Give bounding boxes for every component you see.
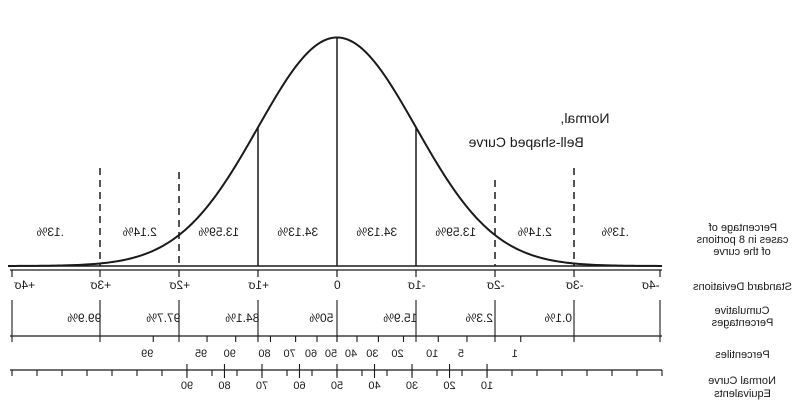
cum-label-0: 99.9% xyxy=(67,311,101,325)
curve-title-line1: Normal, xyxy=(560,110,609,126)
sd-label-3: +1σ xyxy=(247,278,269,292)
pct-label-10: 10 xyxy=(426,348,438,360)
row-label-cumulative-0: Cumulative xyxy=(714,305,769,317)
nce-label-1: 80 xyxy=(218,380,230,392)
sd-label-8: -4σ xyxy=(641,278,660,292)
nce-ticks xyxy=(11,364,663,378)
pct-label-1: 95 xyxy=(195,348,207,360)
portion-pct-6: 2.14% xyxy=(517,225,551,239)
row-label-cumulative-1: Percentages xyxy=(711,317,773,329)
cum-label-5: 2.3% xyxy=(465,311,493,325)
nce-label-7: 20 xyxy=(443,380,455,392)
row-label-std-dev: Standard Deviations xyxy=(692,281,792,293)
sd-label-0: +4σ xyxy=(13,278,35,292)
cum-label-4: 15.9% xyxy=(383,311,417,325)
cum-label-6: 0.1% xyxy=(544,311,572,325)
cumulative-labels: 99.9% 97.7% 84.1% 50% 15.9% 2.3% 0.1% xyxy=(67,311,572,325)
pct-label-11: 5 xyxy=(458,348,464,360)
pct-label-0: 99 xyxy=(141,348,153,360)
nce-label-4: 50 xyxy=(331,380,343,392)
pct-label-5: 60 xyxy=(305,348,317,360)
portion-pct-0: .13% xyxy=(36,225,64,239)
sigma-lines-solid xyxy=(178,37,496,266)
nce-label-3: 60 xyxy=(293,380,305,392)
row-label-portions-1: cases in 8 portions xyxy=(696,234,788,246)
pct-label-7: 40 xyxy=(345,348,357,360)
row-label-portions-0: Percentage of xyxy=(708,222,777,234)
pct-label-6: 50 xyxy=(325,348,337,360)
row-label-nce-1: Equivalents xyxy=(714,388,771,400)
pct-label-9: 20 xyxy=(391,348,403,360)
std-dev-ticks xyxy=(11,270,661,277)
portion-percentages: .13% 2.14% 13.59% 34.13% 34.13% 13.59% 2.14% .1… xyxy=(36,225,629,239)
sd-label-1: +3σ xyxy=(89,278,111,292)
bell-curve xyxy=(8,36,662,267)
pct-label-8: 30 xyxy=(366,348,378,360)
pct-label-4: 70 xyxy=(283,348,295,360)
nce-labels: 90 80 70 60 50 40 30 20 10 xyxy=(181,380,493,392)
nce-label-6: 30 xyxy=(406,380,418,392)
nce-label-0: 90 xyxy=(181,380,193,392)
sd-label-7: -3σ xyxy=(565,278,584,292)
nce-label-8: 10 xyxy=(481,380,493,392)
percentile-ticks xyxy=(11,300,661,342)
row-label-percentiles: Percentiles xyxy=(715,349,770,361)
sd-label-6: -2σ xyxy=(486,278,505,292)
portion-pct-2: 13.59% xyxy=(198,225,239,239)
cum-label-3: 50% xyxy=(309,311,333,325)
pct-label-2: 90 xyxy=(224,348,236,360)
pct-label-3: 80 xyxy=(258,348,270,360)
row-label-portions-2: of the curve xyxy=(713,246,770,258)
std-dev-labels: +4σ +3σ +2σ +1σ 0 -1σ -2σ -3σ -4σ xyxy=(13,278,659,292)
sd-label-2: +2σ xyxy=(168,278,190,292)
nce-label-5: 40 xyxy=(368,380,380,392)
percentile-labels: 99 95 90 80 70 60 50 40 30 20 10 5 1 xyxy=(141,348,518,360)
sd-label-4: 0 xyxy=(334,278,341,292)
portion-pct-5: 13.59% xyxy=(435,225,476,239)
portion-pct-1: 2.14% xyxy=(122,225,156,239)
sigma-lines-dashed xyxy=(99,168,575,266)
nce-label-2: 70 xyxy=(256,380,268,392)
cum-label-2: 84.1% xyxy=(225,311,259,325)
pct-label-12: 1 xyxy=(512,348,518,360)
portion-pct-7: .13% xyxy=(601,225,629,239)
portion-pct-3: 34.13% xyxy=(277,225,318,239)
sd-label-5: -1σ xyxy=(407,278,426,292)
curve-title-line2: Bell-shaped Curve xyxy=(468,134,583,150)
portion-pct-4: 34.13% xyxy=(356,225,397,239)
row-label-nce-0: Normal Curve xyxy=(708,375,776,387)
cum-label-1: 97.7% xyxy=(146,311,180,325)
